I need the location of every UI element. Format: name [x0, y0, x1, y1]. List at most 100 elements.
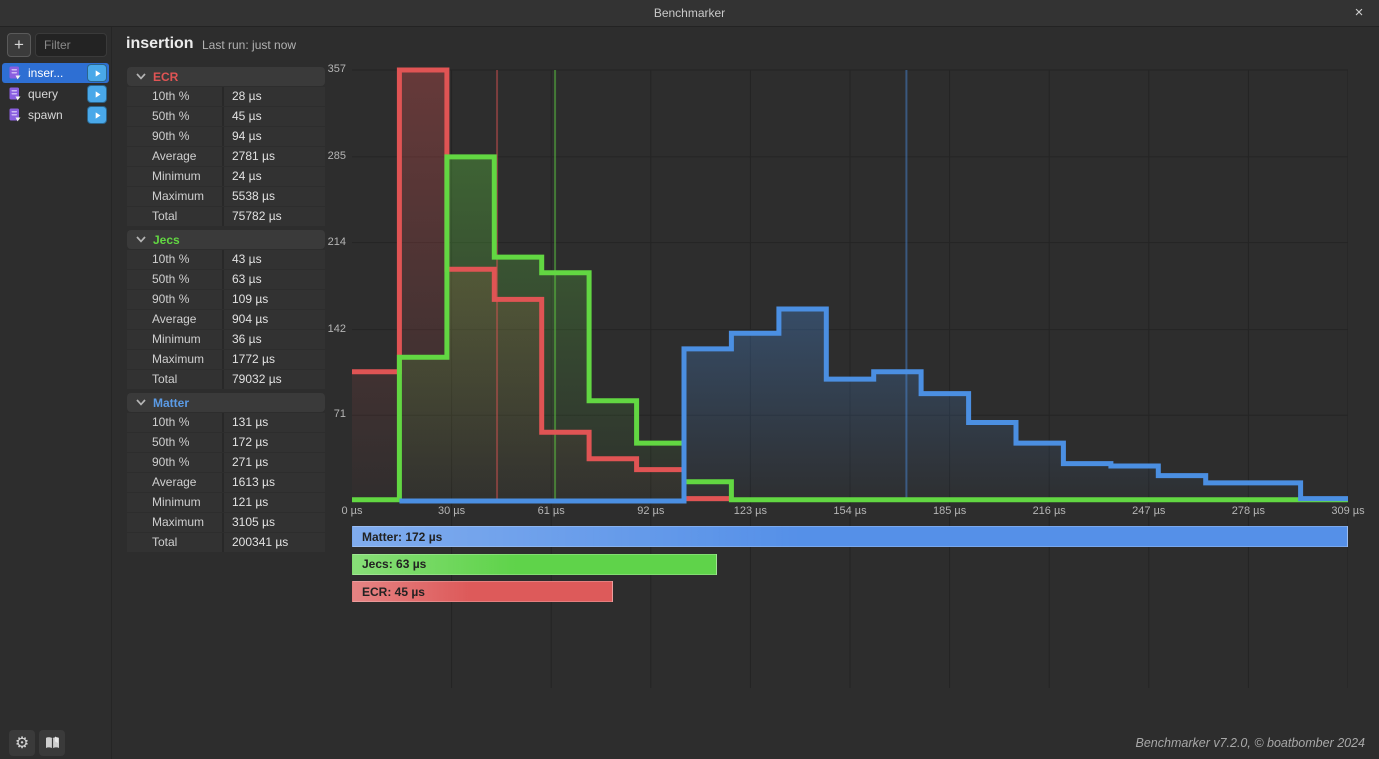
x-axis-tick-label: 309 µs: [1331, 505, 1365, 517]
stat-value: 109 µs: [232, 292, 269, 306]
stat-label: 90th %: [127, 453, 224, 472]
run-benchmark-button[interactable]: [87, 85, 107, 103]
stat-label: 50th %: [127, 270, 224, 289]
stat-label: 90th %: [127, 127, 224, 146]
y-axis-tick-label: 285: [327, 149, 346, 162]
titlebar: Benchmarker ×: [0, 0, 1379, 27]
median-summary-bar-matter: Matter: 172 µs: [352, 526, 1348, 547]
stats-section-title: Matter: [153, 395, 190, 410]
play-icon: [95, 111, 100, 119]
stat-row-minimum: Minimum 36 µs: [127, 330, 325, 349]
stat-row-maximum: Maximum 3105 µs: [127, 513, 325, 532]
stats-section-jecs: Jecs 10th % 43 µs 50th % 63 µs 90th % 109 µs Av…: [127, 230, 325, 389]
docs-button[interactable]: [39, 730, 65, 756]
stat-label: Minimum: [127, 167, 224, 186]
stats-section-header-jecs[interactable]: Jecs: [127, 230, 325, 249]
y-axis-tick-label: 214: [327, 235, 346, 248]
series-fill-matter: [399, 309, 1348, 501]
sidebar: + inser... query spawn: [0, 27, 112, 759]
stat-value: 172 µs: [232, 435, 269, 449]
stat-label: Total: [127, 370, 224, 389]
x-axis-tick-label: 247 µs: [1132, 505, 1166, 517]
stat-value: 75782 µs: [232, 209, 282, 223]
stat-value: 1613 µs: [232, 475, 275, 489]
x-axis-tick-label: 61 µs: [537, 505, 565, 517]
stat-value: 63 µs: [232, 272, 262, 286]
sidebar-item-label: query: [28, 87, 59, 101]
book-icon: [45, 736, 59, 749]
chevron-down-icon: [136, 73, 146, 80]
stat-label: 10th %: [127, 413, 224, 432]
stat-label: Maximum: [127, 350, 224, 369]
stat-label: Maximum: [127, 513, 224, 532]
run-benchmark-button[interactable]: [87, 106, 107, 124]
stat-row-50th: 50th % 63 µs: [127, 270, 325, 289]
script-icon: [9, 108, 21, 122]
y-axis-tick-label: 357: [327, 63, 346, 75]
stat-value: 2781 µs: [232, 149, 275, 163]
play-icon: [95, 69, 100, 77]
stats-section-matter: Matter 10th % 131 µs 50th % 172 µs 90th % 271 …: [127, 393, 325, 552]
version-credit: Benchmarker v7.2.0, © boatbomber 2024: [1135, 736, 1365, 750]
median-bar-label: Matter: 172 µs: [362, 529, 443, 544]
stat-value: 3105 µs: [232, 515, 275, 529]
stat-row-90th: 90th % 271 µs: [127, 453, 325, 472]
median-summary-bar-ecr: ECR: 45 µs: [352, 581, 613, 602]
stat-row-50th: 50th % 172 µs: [127, 433, 325, 452]
benchmark-list: inser... query spawn: [2, 63, 109, 126]
close-icon[interactable]: ×: [1354, 4, 1364, 21]
stat-label: Total: [127, 533, 224, 552]
stats-section-title: Jecs: [153, 232, 180, 247]
add-benchmark-button[interactable]: +: [7, 33, 31, 57]
page-title: insertion: [126, 35, 194, 52]
x-axis-tick-label: 216 µs: [1032, 505, 1066, 517]
stat-row-total: Total 75782 µs: [127, 207, 325, 226]
stat-row-maximum: Maximum 1772 µs: [127, 350, 325, 369]
histogram-chart: 357 285 214 142 71 0 µs 30 µs 61 µs 92 µs 123 µs 1…: [328, 60, 1365, 705]
stat-value: 79032 µs: [232, 372, 282, 386]
median-summary-bar-jecs: Jecs: 63 µs: [352, 553, 717, 575]
sidebar-item-query[interactable]: query: [2, 84, 109, 104]
stat-label: 90th %: [127, 290, 224, 309]
stat-label: Minimum: [127, 493, 224, 512]
stat-row-10th: 10th % 131 µs: [127, 413, 325, 432]
x-axis-tick-label: 185 µs: [932, 505, 967, 517]
stat-value: 121 µs: [232, 495, 269, 509]
script-icon: [9, 66, 21, 80]
stat-label: 50th %: [127, 107, 224, 126]
x-axis-tick-label: 123 µs: [733, 505, 768, 517]
settings-button[interactable]: ⚙: [9, 730, 35, 756]
x-axis-tick-label: 0 µs: [341, 505, 363, 517]
stat-label: Maximum: [127, 187, 224, 206]
script-icon: [9, 87, 21, 101]
sidebar-item-spawn[interactable]: spawn: [2, 105, 109, 125]
median-bar-label: Jecs: 63 µs: [362, 557, 427, 571]
x-axis-tick-label: 278 µs: [1231, 505, 1266, 517]
stats-section-title: ECR: [153, 69, 179, 84]
stat-value: 43 µs: [232, 252, 262, 266]
x-axis-tick-label: 92 µs: [637, 505, 665, 517]
stats-section-header-ecr[interactable]: ECR: [127, 67, 325, 86]
run-benchmark-button[interactable]: [87, 64, 107, 82]
stat-value: 94 µs: [232, 129, 262, 143]
stat-label: Minimum: [127, 330, 224, 349]
x-axis-tick-label: 30 µs: [438, 505, 466, 517]
chevron-down-icon: [136, 399, 146, 406]
stat-label: Average: [127, 147, 224, 166]
series-line-jecs: [352, 154, 1348, 503]
play-icon: [95, 90, 100, 98]
stat-row-average: Average 1613 µs: [127, 473, 325, 492]
window-title: Benchmarker: [653, 6, 726, 20]
plot-canvas: [352, 67, 1348, 688]
stat-label: Average: [127, 310, 224, 329]
stat-row-90th: 90th % 94 µs: [127, 127, 325, 146]
sidebar-item-inser[interactable]: inser...: [2, 63, 109, 83]
stat-row-minimum: Minimum 121 µs: [127, 493, 325, 512]
y-axis-tick-label: 71: [333, 408, 346, 421]
series-fill-jecs: [352, 156, 1348, 501]
stat-row-average: Average 904 µs: [127, 310, 325, 329]
stats-section-header-matter[interactable]: Matter: [127, 393, 325, 412]
filter-input[interactable]: [35, 33, 107, 57]
stat-row-90th: 90th % 109 µs: [127, 290, 325, 309]
